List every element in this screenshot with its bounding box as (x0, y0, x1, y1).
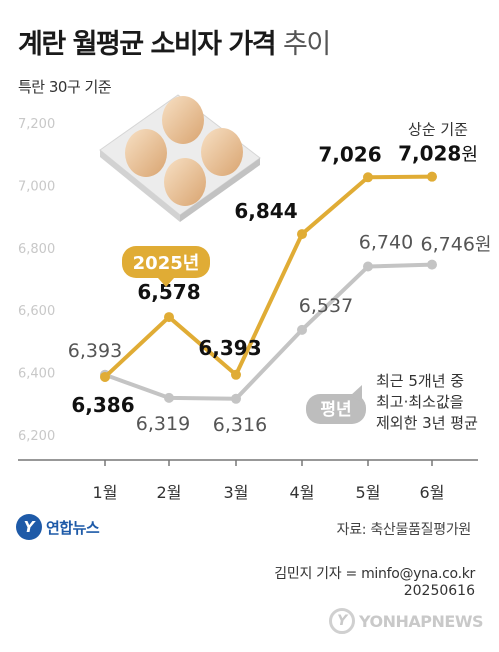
x-tick-label: 5월 (356, 483, 381, 502)
x-tick-label: 1월 (93, 483, 118, 502)
data-point-avg (231, 393, 241, 404)
data-point-avg (363, 261, 373, 272)
y-tick-label: 6,600 (18, 304, 55, 319)
y-tick-label: 7,200 (18, 117, 55, 132)
data-label-avg: 6,393 (68, 340, 122, 362)
y-axis: 7,200 7,000 6,800 6,600 6,400 6,200 (18, 117, 55, 444)
data-label-avg: 6,746원 (421, 234, 492, 256)
chart-subtitle: 특란 30구 기준 (18, 78, 112, 96)
watermark-mark-icon: Y (329, 608, 355, 634)
logo-mark-icon: Y (16, 514, 42, 540)
publish-date: 20250616 (403, 583, 475, 599)
last-value-note: 상순 기준 (408, 121, 468, 139)
x-tick-label: 3월 (224, 483, 249, 502)
legend-badge-avg (306, 394, 366, 424)
series-line-avg (103, 262, 434, 401)
y-tick-label: 6,800 (18, 242, 55, 257)
data-label-avg: 6,316 (213, 414, 267, 436)
data-label-current: 6,386 (71, 393, 134, 417)
data-point-current (427, 171, 437, 182)
data-label-current: 6,844 (234, 199, 297, 223)
unit-label: 원 (475, 235, 492, 256)
data-label-avg: 6,740 (359, 232, 413, 254)
legend-badge-pointer (158, 278, 174, 287)
egg-tray-illustration (99, 94, 261, 222)
y-tick-label: 6,400 (18, 367, 55, 382)
unit-label: 원 (461, 145, 478, 166)
data-point-avg (297, 324, 307, 335)
y-tick-label: 6,200 (18, 429, 55, 444)
avg-note-line: 최고·최소값을 (376, 393, 464, 411)
egg-icon (201, 128, 243, 176)
data-point-current (297, 229, 307, 240)
egg-icon (125, 129, 167, 177)
legend-badge-avg-label: 평년 (320, 400, 351, 420)
data-label-current: 7,026 (318, 142, 381, 166)
data-label-avg: 6,537 (299, 295, 353, 317)
chart-title-main: 계란 월평균 소비자 가격 (18, 29, 277, 60)
legend-badge-current-label: 2025년 (133, 253, 200, 274)
chart-title-suffix: 추이 (283, 29, 331, 60)
data-point-current (363, 172, 373, 183)
data-point-current (164, 312, 174, 323)
data-point-current (231, 369, 241, 380)
avg-note-line: 최근 5개년 중 (376, 372, 464, 390)
data-label-current: 6,393 (198, 336, 261, 360)
egg-icon (164, 158, 206, 206)
x-tick-label: 6월 (420, 483, 445, 502)
data-label-avg: 6,319 (136, 413, 190, 435)
data-label-current: 7,028원 (398, 142, 478, 166)
data-point-avg (164, 392, 174, 403)
egg-icon (162, 96, 204, 144)
data-labels: 6,386 6,578 6,393 6,844 7,026 7,028원 6,393 6,31… (68, 142, 492, 436)
yonhap-logo: Y 연합뉴스 (16, 514, 100, 540)
data-point-avg (427, 259, 437, 270)
x-tick-label: 4월 (290, 483, 315, 502)
legend-badge-current (122, 246, 210, 278)
legend-badge-avg-pointer (350, 385, 362, 402)
x-tick-label: 2월 (157, 483, 182, 502)
data-label-current: 6,578 (137, 280, 200, 304)
source-note: 자료: 축산물품질평가원 (336, 522, 472, 538)
x-axis: 1월 2월 3월 4월 5월 6월 (18, 459, 478, 502)
logo-text: 연합뉴스 (46, 518, 100, 537)
avg-note-line: 제외한 3년 평균 (376, 414, 478, 432)
series-layer (100, 171, 437, 404)
watermark-text: YONHAPNEWS (359, 611, 484, 631)
series-line-current (103, 174, 434, 379)
chart-title: 계란 월평균 소비자 가격 추이 (18, 22, 331, 61)
yonhapnews-watermark: Y YONHAPNEWS (329, 608, 484, 634)
data-point-current (100, 371, 110, 382)
y-tick-label: 7,000 (18, 179, 55, 194)
reporter-credit: 김민지 기자 = minfo@yna.co.kr (274, 566, 475, 582)
